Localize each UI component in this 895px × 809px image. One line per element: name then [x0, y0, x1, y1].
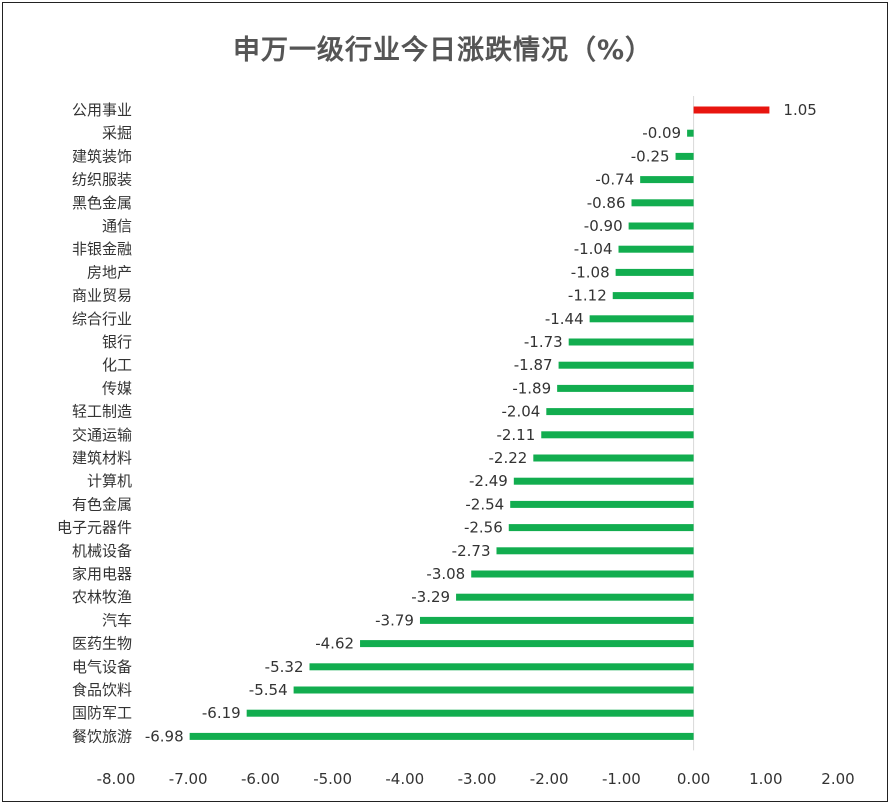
data-label: -2.04	[501, 403, 540, 421]
category-label: 化工	[102, 356, 132, 374]
data-label: -1.04	[574, 240, 613, 258]
bar	[693, 106, 770, 114]
data-label: -2.56	[464, 519, 503, 537]
bar	[687, 129, 694, 137]
x-tick-label: -8.00	[97, 770, 136, 788]
data-label: 1.05	[783, 101, 816, 119]
category-label: 纺织服装	[72, 171, 132, 189]
category-label: 商业贸易	[72, 287, 132, 305]
bar	[419, 616, 694, 624]
data-label: -1.44	[545, 310, 584, 328]
category-label: 汽车	[102, 611, 132, 629]
category-label: 计算机	[87, 472, 132, 490]
x-tick-label: -4.00	[385, 770, 424, 788]
bar	[612, 292, 694, 300]
data-label: -4.62	[315, 635, 354, 653]
bar	[557, 384, 694, 392]
data-label: -6.19	[202, 704, 241, 722]
category-label: 建筑装饰	[72, 147, 132, 165]
bar	[456, 593, 694, 601]
category-label: 银行	[102, 333, 132, 351]
data-label: -2.11	[496, 426, 535, 444]
data-label: -0.09	[642, 124, 681, 142]
x-tick-label: -7.00	[169, 770, 208, 788]
data-label: -2.73	[452, 542, 491, 560]
category-label: 有色金属	[72, 495, 132, 513]
category-label: 餐饮旅游	[72, 727, 132, 745]
chart-title: 申万一级行业今日涨跌情况（%）	[232, 35, 654, 66]
data-label: -2.54	[465, 495, 504, 513]
x-tick-label: -3.00	[458, 770, 497, 788]
data-label: -5.32	[265, 658, 304, 676]
category-label: 公用事业	[72, 101, 132, 119]
x-tick-label: -6.00	[241, 770, 280, 788]
category-label: 医药生物	[72, 635, 132, 653]
bar	[546, 408, 694, 416]
data-label: -0.90	[584, 217, 623, 235]
bar	[618, 245, 694, 253]
data-label: -1.89	[512, 379, 551, 397]
data-label: -2.49	[469, 472, 508, 490]
bar	[246, 709, 694, 717]
bar	[628, 222, 694, 230]
category-label: 采掘	[102, 124, 132, 142]
x-tick-label: 0.00	[677, 770, 710, 788]
category-label: 建筑材料	[72, 449, 132, 467]
category-label: 综合行业	[72, 310, 132, 328]
data-label: -1.87	[514, 356, 553, 374]
data-label: -3.79	[375, 611, 414, 629]
data-label: -1.08	[571, 263, 610, 281]
bar	[631, 199, 694, 207]
category-label: 房地产	[87, 263, 132, 281]
data-label: -0.25	[631, 147, 670, 165]
category-label: 电气设备	[72, 658, 132, 676]
bar	[510, 500, 694, 508]
bar	[640, 176, 694, 184]
bar	[568, 338, 694, 346]
x-tick-label: -1.00	[602, 770, 641, 788]
category-label: 非银金融	[72, 240, 132, 258]
category-label: 轻工制造	[72, 403, 132, 421]
bar	[589, 315, 694, 323]
category-label: 食品饮料	[72, 681, 132, 699]
x-tick-label: -5.00	[313, 770, 352, 788]
data-label: -0.86	[587, 194, 626, 212]
bar	[189, 732, 694, 740]
bar	[471, 570, 694, 578]
data-label: -0.74	[595, 171, 634, 189]
bar	[513, 477, 694, 485]
category-label: 机械设备	[72, 542, 132, 560]
bar	[558, 361, 694, 369]
category-label: 国防军工	[72, 704, 132, 722]
data-label: -1.12	[568, 287, 607, 305]
category-label: 电子元器件	[57, 519, 132, 537]
data-label: -1.73	[524, 333, 563, 351]
data-label: -6.98	[145, 727, 184, 745]
x-tick-label: 1.00	[749, 770, 782, 788]
bar	[508, 524, 694, 532]
data-label: -2.22	[489, 449, 528, 467]
category-label: 黑色金属	[72, 194, 132, 212]
bar	[541, 431, 694, 439]
x-tick-label: 2.00	[821, 770, 854, 788]
category-label: 农林牧渔	[72, 588, 132, 606]
bar	[293, 686, 694, 694]
bar	[533, 454, 694, 462]
category-label: 家用电器	[72, 565, 132, 583]
category-label: 交通运输	[72, 426, 132, 444]
bar	[675, 152, 694, 160]
bar	[360, 640, 694, 648]
data-label: -3.29	[411, 588, 450, 606]
bar	[615, 268, 694, 276]
x-tick-label: -2.00	[530, 770, 569, 788]
data-label: -3.08	[426, 565, 465, 583]
category-label: 通信	[102, 217, 132, 235]
data-label: -5.54	[249, 681, 288, 699]
category-label: 传媒	[102, 379, 132, 397]
bar	[496, 547, 694, 555]
bar	[309, 663, 694, 671]
